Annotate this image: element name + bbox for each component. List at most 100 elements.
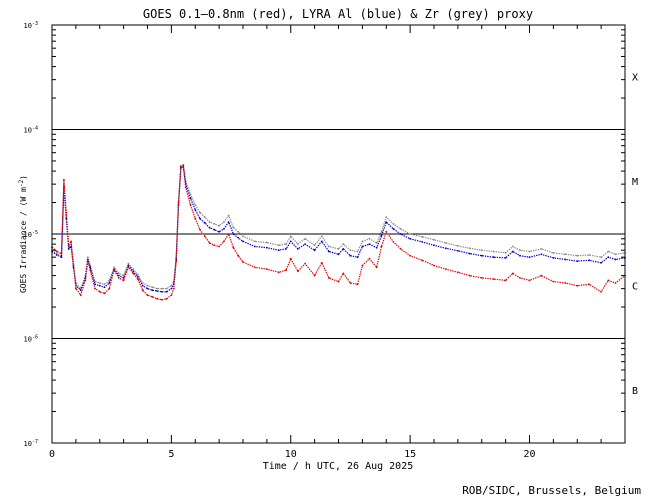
y-tick-label: 10-7 xyxy=(24,439,38,448)
data-point-al xyxy=(213,228,216,231)
data-point-goes xyxy=(504,279,507,282)
data-point-goes xyxy=(170,294,173,296)
data-point-al xyxy=(399,233,402,235)
data-point-zr xyxy=(242,235,244,238)
flare-class-labels: X M C B xyxy=(632,73,638,397)
data-point-al xyxy=(227,221,230,224)
data-point-al xyxy=(232,233,235,235)
flare-class-label: M xyxy=(632,177,638,188)
data-point-zr xyxy=(103,283,106,286)
y-tick-label: 10-6 xyxy=(24,335,38,344)
data-point-al xyxy=(588,259,591,262)
data-point-zr xyxy=(237,230,240,233)
data-point-zr xyxy=(614,253,617,256)
data-point-goes xyxy=(266,268,268,271)
data-point-al xyxy=(356,256,359,259)
data-point-zr xyxy=(380,230,383,233)
data-point-zr xyxy=(146,284,149,287)
data-point-al xyxy=(103,286,106,289)
data-point-al xyxy=(504,257,507,259)
data-point-zr xyxy=(160,287,163,290)
data-point-goes xyxy=(89,269,92,272)
data-point-zr xyxy=(342,243,345,246)
data-point-zr xyxy=(86,256,89,259)
data-point-goes xyxy=(349,282,352,284)
data-point-zr xyxy=(137,273,139,276)
series-line-al xyxy=(51,165,626,293)
data-point-goes xyxy=(117,277,120,279)
data-point-al xyxy=(79,289,82,292)
data-point-al xyxy=(237,236,240,239)
data-point-goes xyxy=(84,279,87,282)
data-point-goes xyxy=(189,204,192,206)
data-point-goes xyxy=(156,297,159,300)
data-point-goes xyxy=(600,290,602,293)
data-point-al xyxy=(141,284,144,287)
data-point-zr xyxy=(199,211,201,214)
data-point-zr xyxy=(170,284,173,287)
data-point-zr xyxy=(297,243,299,246)
data-point-goes xyxy=(421,259,423,262)
credit-text: ROB/SIDC, Brussels, Belgium xyxy=(462,484,641,497)
data-point-zr xyxy=(504,252,507,254)
data-point-goes xyxy=(242,261,244,263)
data-point-al xyxy=(203,221,206,224)
y-axis-label: GOES Irradiance / (W m-2) xyxy=(18,175,28,293)
data-point-goes xyxy=(151,296,154,298)
data-point-zr xyxy=(399,228,402,230)
data-point-al xyxy=(132,270,135,273)
data-point-al xyxy=(94,283,96,286)
data-point-goes xyxy=(519,277,521,279)
data-point-zr xyxy=(232,226,235,229)
y-axis-label-exponent: -2 xyxy=(18,179,25,187)
data-point-al xyxy=(392,228,395,230)
data-point-goes xyxy=(79,294,82,296)
data-point-goes xyxy=(237,254,240,257)
data-point-al xyxy=(492,256,495,259)
x-tick-label: 10 xyxy=(285,449,297,460)
data-point-zr xyxy=(468,247,471,250)
series-group xyxy=(51,163,626,301)
data-point-zr xyxy=(285,243,287,246)
data-point-zr xyxy=(607,250,610,253)
data-point-goes xyxy=(361,264,364,267)
data-point-zr xyxy=(409,233,411,235)
data-point-zr xyxy=(156,287,159,290)
data-point-goes xyxy=(528,279,531,282)
data-point-al xyxy=(194,209,197,211)
flare-class-label: B xyxy=(632,386,638,397)
data-point-goes xyxy=(254,266,256,269)
data-point-zr xyxy=(189,193,192,196)
data-point-goes xyxy=(342,272,345,275)
data-point-al xyxy=(289,240,292,243)
data-point-goes xyxy=(177,201,180,204)
series-line-zr xyxy=(51,163,626,290)
data-point-zr xyxy=(132,268,135,271)
data-point-goes xyxy=(122,279,125,282)
data-point-zr xyxy=(540,248,543,250)
data-point-zr xyxy=(349,249,352,252)
data-point-al xyxy=(146,287,149,290)
data-point-goes xyxy=(492,278,495,280)
data-point-goes xyxy=(180,165,182,168)
data-point-goes xyxy=(511,272,514,275)
data-point-goes xyxy=(588,283,591,286)
data-point-goes xyxy=(232,246,235,249)
data-point-goes xyxy=(297,270,299,273)
y-tick-label: 10-5 xyxy=(24,230,38,239)
data-point-goes xyxy=(380,245,383,248)
data-point-al xyxy=(297,248,299,250)
y-tick-label: 10-3 xyxy=(24,21,38,30)
data-point-goes xyxy=(67,244,70,247)
data-point-goes xyxy=(137,278,139,280)
data-point-al xyxy=(98,284,101,287)
data-point-al xyxy=(361,245,364,248)
data-point-goes xyxy=(103,292,106,295)
data-point-al xyxy=(67,248,70,250)
data-point-zr xyxy=(576,254,579,257)
data-point-zr xyxy=(213,223,216,225)
flare-class-label: X xyxy=(632,73,638,84)
data-point-al xyxy=(165,290,168,293)
data-point-zr xyxy=(203,216,206,219)
